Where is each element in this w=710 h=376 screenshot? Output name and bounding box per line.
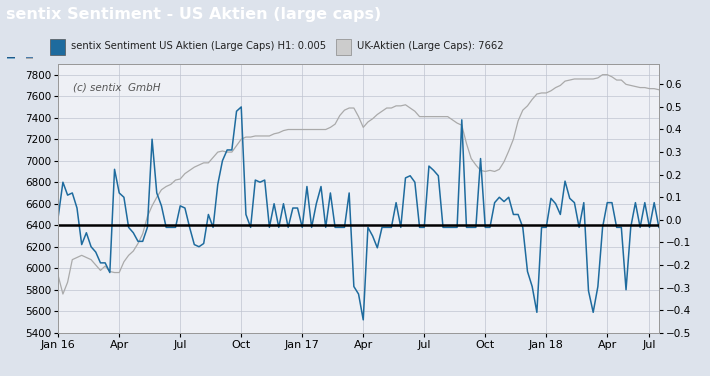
Bar <box>336 39 351 55</box>
Text: sentix Sentiment US Aktien (Large Caps) H1: 0.005: sentix Sentiment US Aktien (Large Caps) … <box>71 41 326 51</box>
Text: sentix Sentiment - US Aktien (large caps): sentix Sentiment - US Aktien (large caps… <box>6 7 381 21</box>
Bar <box>26 57 33 58</box>
Bar <box>26 58 33 59</box>
Text: (c) sentix  GmbH: (c) sentix GmbH <box>73 83 160 93</box>
Bar <box>7 58 15 59</box>
Text: UK-Aktien (Large Caps): 7662: UK-Aktien (Large Caps): 7662 <box>357 41 503 51</box>
Bar <box>7 57 15 58</box>
Bar <box>50 39 65 55</box>
